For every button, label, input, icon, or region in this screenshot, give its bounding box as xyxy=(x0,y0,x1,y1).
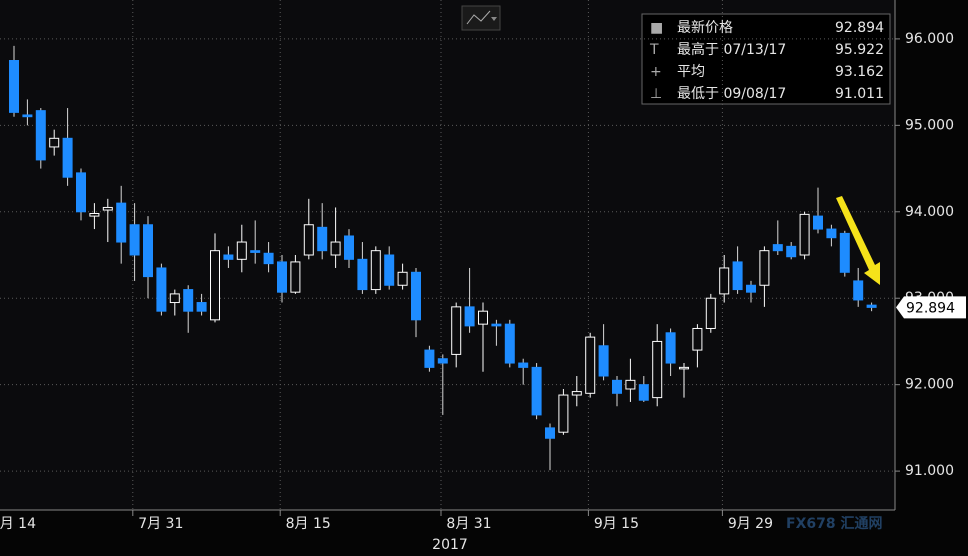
candle-body xyxy=(839,232,850,273)
candle-body xyxy=(504,323,515,364)
candle-body xyxy=(303,224,314,256)
candle-body xyxy=(705,297,716,329)
candle-body xyxy=(598,345,609,377)
candle-body xyxy=(370,250,381,291)
candle-body xyxy=(223,254,234,260)
candle-body xyxy=(518,362,529,368)
candle-body xyxy=(317,226,328,252)
candle-body xyxy=(290,261,301,293)
candle-body xyxy=(464,306,475,327)
legend-label: 平均 xyxy=(677,64,705,80)
legend-icon: ⊥ xyxy=(650,86,662,102)
candle-body xyxy=(612,379,622,394)
candle-body xyxy=(129,224,140,256)
candle-body xyxy=(344,235,354,260)
candle-body xyxy=(156,267,167,312)
y-tick-label: 96.000 xyxy=(905,31,954,47)
candle-body xyxy=(437,358,448,364)
legend-icon: T xyxy=(649,42,659,58)
x-tick-label: 8月 31 xyxy=(446,516,491,532)
candle-body xyxy=(585,336,596,394)
candle-body xyxy=(210,250,220,321)
candle-body xyxy=(679,366,689,370)
x-tick-label: 7月 14 xyxy=(0,516,36,532)
candle-body xyxy=(545,427,555,439)
legend-icon: ■ xyxy=(650,20,663,36)
legend-value: 91.011 xyxy=(835,86,884,102)
legend-icon: + xyxy=(650,64,662,80)
candle-body xyxy=(263,252,274,265)
candle-body xyxy=(531,366,542,416)
candle-body xyxy=(384,254,395,286)
candle-body xyxy=(759,250,770,286)
candle-body xyxy=(853,280,864,301)
legend-label: 最高于 07/13/17 xyxy=(677,41,786,58)
candle-body xyxy=(196,302,207,312)
candle-body xyxy=(652,340,663,399)
dropdown-icon xyxy=(491,17,497,21)
candle-body xyxy=(826,228,837,239)
candle-body xyxy=(719,267,730,295)
x-tick-label: 9月 15 xyxy=(594,516,639,532)
candle-body xyxy=(638,384,649,401)
candle-body xyxy=(625,379,636,390)
legend-value: 95.922 xyxy=(835,42,884,58)
watermark: FX678 汇通网 xyxy=(786,516,882,532)
y-tick-label: 91.000 xyxy=(905,463,954,479)
candle-body xyxy=(732,261,743,291)
candle-body xyxy=(772,244,783,252)
candle-body xyxy=(746,284,756,293)
candle-body xyxy=(62,137,73,178)
x-tick-label: 8月 15 xyxy=(286,516,331,532)
legend-value: 93.162 xyxy=(835,64,884,80)
candle-body xyxy=(491,323,502,327)
candle-body xyxy=(169,293,180,304)
candle-body xyxy=(102,206,113,211)
candle-body xyxy=(116,202,127,243)
x-year-label: 2017 xyxy=(432,537,468,553)
y-tick-label: 92.000 xyxy=(905,377,954,393)
candle-body xyxy=(558,394,569,433)
legend-label: 最新价格 xyxy=(677,20,733,36)
x-tick-label: 7月 31 xyxy=(138,516,183,532)
candle-body xyxy=(786,245,797,258)
candle-body xyxy=(357,258,368,291)
candle-body xyxy=(236,241,247,260)
candle-body xyxy=(76,172,86,213)
candle-body xyxy=(799,213,810,256)
candle-body xyxy=(22,114,33,118)
candle-body xyxy=(866,304,877,308)
legend-box xyxy=(641,13,891,105)
candle-body xyxy=(250,250,261,253)
last-price-tag xyxy=(896,296,966,319)
legend-label: 最低于 09/08/17 xyxy=(677,86,786,102)
candle-body xyxy=(49,137,60,148)
annotation-arrow xyxy=(836,196,880,285)
candle-body xyxy=(89,213,100,217)
legend-value: 92.894 xyxy=(835,20,884,36)
candle-body xyxy=(411,271,421,321)
candle-body xyxy=(478,310,488,325)
x-tick-label: 9月 29 xyxy=(728,516,773,532)
candle-body xyxy=(183,289,194,312)
candle-body xyxy=(143,224,153,278)
last-price-label: 92.894 xyxy=(906,300,955,316)
candle-body xyxy=(665,332,676,364)
y-tick-label: 94.000 xyxy=(905,204,954,220)
candle-body xyxy=(813,215,823,230)
chart-icon xyxy=(466,10,491,25)
candle-body xyxy=(397,271,408,286)
candle-body xyxy=(571,391,582,396)
candle-body xyxy=(424,349,435,368)
candle-body xyxy=(451,306,462,355)
candle-body xyxy=(692,327,703,351)
y-tick-label: 95.000 xyxy=(905,117,954,133)
candle-body xyxy=(9,60,19,113)
candle-body xyxy=(330,241,341,256)
candle-body xyxy=(35,110,46,161)
candle-body xyxy=(277,261,287,293)
